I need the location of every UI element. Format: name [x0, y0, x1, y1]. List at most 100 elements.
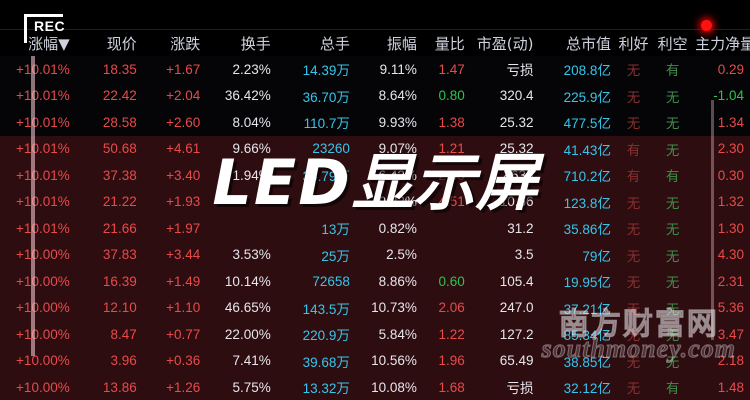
- cell-likong: 无: [665, 354, 680, 370]
- cell-huanshou: 10.14%: [224, 273, 271, 289]
- cell-zongshou: 36.79万: [302, 169, 350, 185]
- cell-shiying: 25.32: [499, 114, 534, 130]
- cell-zhenfu: 8.64%: [378, 88, 417, 104]
- cell-liangbi: 1.22: [438, 326, 465, 342]
- left-scroll-indicator[interactable]: [31, 56, 35, 356]
- cell-lihao: 无: [626, 116, 641, 132]
- cell-zhulijingliang: 2.30: [717, 141, 744, 157]
- cell-zhangdie: +1.93: [166, 194, 201, 210]
- cell-shiying: 31.2: [507, 220, 534, 236]
- cell-zongshizhi: 85.34亿: [563, 328, 611, 344]
- cell-zhenfu: 10.73%: [371, 300, 417, 316]
- table-body[interactable]: +10.01% 18.35 +1.67 2.23% 14.39万 9.11% 1.47 亏损 2…: [0, 56, 750, 400]
- cell-xianjia: 8.47: [110, 326, 137, 342]
- cell-zhulijingliang: 1.34: [717, 114, 744, 130]
- cell-likong: 无: [665, 301, 680, 317]
- cell-zongshizhi: 123.8亿: [563, 195, 611, 211]
- cell-lihao: 无: [626, 275, 641, 291]
- right-scroll-indicator[interactable]: [711, 100, 714, 340]
- cell-liangbi: 0.60: [438, 273, 465, 289]
- cell-xianjia: 21.22: [102, 194, 137, 210]
- cell-likong: 无: [665, 89, 680, 105]
- table-row[interactable]: +10.01% 22.42 +2.04 36.42% 36.70万 8.64% 0.80 32…: [0, 82, 750, 109]
- column-header-zhulijingliang[interactable]: 主力净量: [695, 34, 750, 53]
- cell-liangbi: 0.80: [438, 88, 465, 104]
- table-header-row[interactable]: 涨幅▼ 现价 涨跌 换手 总手 振幅 量比 市盈(动) 总市值 利好 利空 主力净量: [0, 30, 750, 56]
- table-row[interactable]: +10.01% 28.58 +2.60 8.04% 110.7万 9.93% 1.38 25.…: [0, 109, 750, 136]
- cell-likong: 无: [665, 222, 680, 238]
- cell-zhenfu: 9.93%: [378, 114, 417, 130]
- table-row[interactable]: +10.00% 37.83 +3.44 3.53% 25万 2.5% 3.5 79亿无无 4.3…: [0, 241, 750, 268]
- cell-zongshou: 143.5万: [302, 301, 350, 317]
- cell-zongshizhi: 37.21亿: [563, 301, 611, 317]
- table-row[interactable]: +10.01% 21.22 +1.93 9.22% 4.51 10.66 123.8亿无无 1…: [0, 188, 750, 215]
- cell-shiying: 65.49: [499, 353, 534, 369]
- cell-huanshou: 22.00%: [224, 326, 271, 342]
- column-header-zongshou[interactable]: 总手: [319, 34, 350, 53]
- cell-likong: 无: [665, 248, 680, 264]
- cell-lihao: 有: [626, 169, 641, 185]
- cell-xianjia: 50.68: [102, 141, 137, 157]
- column-header-zhenfu[interactable]: 振幅: [386, 34, 417, 53]
- cell-zongshou: 13万: [321, 222, 350, 238]
- cell-liangbi: 1.68: [438, 379, 465, 395]
- table-row[interactable]: +10.00% 8.47 +0.77 22.00% 220.9万 5.84% 1.22 127…: [0, 321, 750, 348]
- cell-zhulijingliang: 5.36: [717, 300, 744, 316]
- column-header-xianjia[interactable]: 现价: [106, 34, 137, 53]
- table-row[interactable]: +10.01% 50.68 +4.61 9.66% 23260 9.07% 1.21 25.3…: [0, 135, 750, 162]
- table-row[interactable]: +10.00% 12.10 +1.10 46.65% 143.5万 10.73% 2.06 2…: [0, 294, 750, 321]
- cell-xianjia: 37.38: [102, 167, 137, 183]
- header-divider: [0, 29, 750, 30]
- stock-table[interactable]: 涨幅▼ 现价 涨跌 换手 总手 振幅 量比 市盈(动) 总市值 利好 利空 主力净量 +10.01% 1…: [0, 30, 750, 400]
- column-header-zhangfu[interactable]: 涨幅▼: [28, 34, 70, 53]
- column-header-liangbi[interactable]: 量比: [434, 34, 465, 53]
- cell-zhulijingliang: 4.30: [717, 247, 744, 263]
- cell-zhangfu: +10.01%: [16, 167, 70, 183]
- table-row[interactable]: +10.01% 21.66 +1.97 13万 0.82% 31.2 35.86亿无无 1.3…: [0, 215, 750, 242]
- cell-lihao: 无: [626, 301, 641, 317]
- column-header-lihao[interactable]: 利好: [618, 34, 649, 53]
- cell-xianjia: 16.39: [102, 273, 137, 289]
- cell-shiying: 10.66: [499, 194, 534, 210]
- cell-shiying: 127.2: [499, 326, 534, 342]
- table-row[interactable]: +10.01% 18.35 +1.67 2.23% 14.39万 9.11% 1.47 亏损 2…: [0, 56, 750, 83]
- column-header-zhangdie[interactable]: 涨跌: [170, 34, 201, 53]
- cell-zhulijingliang: 0.30: [717, 167, 744, 183]
- table-row[interactable]: +10.00% 3.96 +0.36 7.41% 39.68万 10.56% 1.96 65.…: [0, 347, 750, 374]
- cell-shiying: 亏损: [506, 381, 534, 397]
- cell-zhulijingliang: 0.29: [717, 61, 744, 77]
- column-header-zongshizhi[interactable]: 总市值: [565, 34, 611, 53]
- cell-lihao: 有: [626, 142, 641, 158]
- cell-huanshou: 46.65%: [224, 300, 271, 316]
- cell-xianjia: 37.83: [102, 247, 137, 263]
- cell-zhangdie: +3.44: [166, 247, 201, 263]
- column-header-huanshou[interactable]: 换手: [240, 34, 271, 53]
- table-row[interactable]: +10.00% 16.39 +1.49 10.14% 72658 8.86% 0.60 105…: [0, 268, 750, 295]
- cell-likong: 无: [665, 328, 680, 344]
- column-header-shiying[interactable]: 市盈(动): [476, 34, 534, 53]
- cell-huanshou: 9.66%: [232, 141, 271, 157]
- cell-liangbi: 1.47: [438, 61, 465, 77]
- cell-zhenfu: 10.56%: [371, 353, 417, 369]
- cell-zhenfu: 9.07%: [378, 141, 417, 157]
- cell-zongshou: 39.68万: [302, 354, 350, 370]
- cell-huanshou: 7.41%: [232, 353, 271, 369]
- cell-zhangdie: +1.10: [166, 300, 201, 316]
- cell-liangbi: 2.05: [438, 167, 465, 183]
- cell-zhangfu: +10.01%: [16, 114, 70, 130]
- cell-shiying: 亏损: [506, 63, 534, 79]
- cell-lihao: 无: [626, 63, 641, 79]
- cell-zhulijingliang: 3.47: [717, 326, 744, 342]
- cell-shiying: 320.4: [499, 88, 534, 104]
- table-row[interactable]: +10.00% 13.86 +1.26 5.75% 13.32万 10.08% 1.68 亏损…: [0, 374, 750, 400]
- cell-zongshizhi: 208.8亿: [563, 63, 611, 79]
- cell-zhangdie: +0.77: [166, 326, 201, 342]
- cell-lihao: 无: [626, 354, 641, 370]
- rec-dot-icon: [701, 20, 712, 31]
- column-header-likong[interactable]: 利空: [657, 34, 688, 53]
- rec-label: REC: [34, 18, 66, 34]
- table-row[interactable]: +10.01% 37.38 +3.40 1.94% 36.79万 6.42% 2.05 463…: [0, 162, 750, 189]
- cell-zhulijingliang: 1.48: [717, 379, 744, 395]
- cell-zongshou: 36.70万: [302, 89, 350, 105]
- cell-liangbi: 1.21: [438, 141, 465, 157]
